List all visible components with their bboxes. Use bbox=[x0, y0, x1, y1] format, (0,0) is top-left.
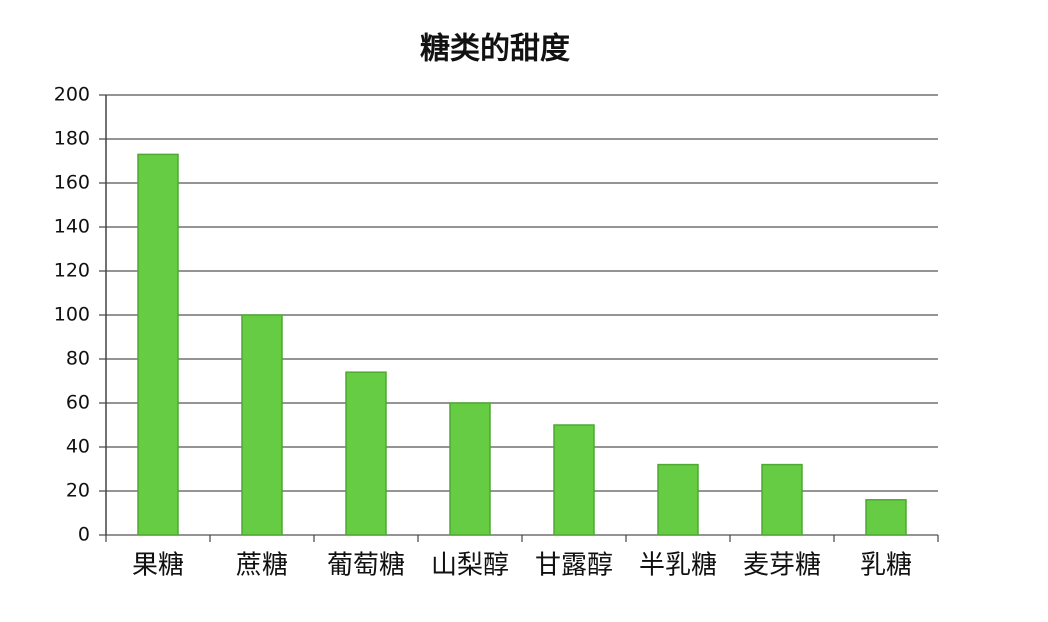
y-tick-label: 200 bbox=[54, 84, 90, 106]
x-tick-label: 蔗糖 bbox=[236, 551, 288, 581]
x-tick-label: 葡萄糖 bbox=[327, 551, 405, 581]
y-tick-label: 180 bbox=[54, 128, 90, 150]
y-tick-label: 160 bbox=[54, 172, 90, 194]
x-tick-label: 麦芽糖 bbox=[743, 551, 821, 581]
bar bbox=[449, 402, 491, 536]
bar bbox=[865, 499, 907, 536]
y-tick-label: 140 bbox=[54, 216, 90, 238]
y-tick-label: 100 bbox=[54, 304, 90, 326]
x-tick-label: 山梨醇 bbox=[431, 551, 509, 581]
bar bbox=[657, 463, 699, 536]
bar bbox=[345, 371, 387, 536]
y-tick-label: 60 bbox=[66, 392, 90, 414]
x-tick-label: 果糖 bbox=[132, 551, 184, 581]
y-tick-label: 20 bbox=[66, 480, 90, 502]
bar bbox=[137, 153, 179, 536]
y-tick-label: 0 bbox=[78, 524, 90, 546]
y-tick-label: 120 bbox=[54, 260, 90, 282]
x-tick-label: 半乳糖 bbox=[639, 551, 717, 581]
x-tick-label: 甘露醇 bbox=[535, 551, 613, 581]
chart-title: 糖类的甜度 bbox=[420, 32, 570, 67]
x-tick-label: 乳糖 bbox=[860, 551, 912, 581]
bar bbox=[553, 424, 595, 536]
y-tick-label: 40 bbox=[66, 436, 90, 458]
y-tick-label: 80 bbox=[66, 348, 90, 370]
bar bbox=[241, 314, 283, 536]
bar bbox=[761, 463, 803, 536]
